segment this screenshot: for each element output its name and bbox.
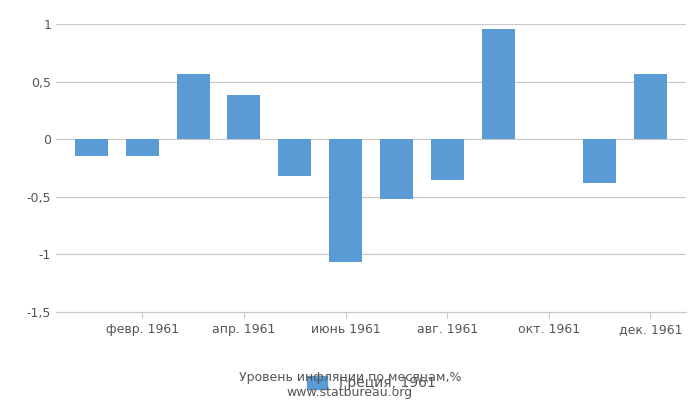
Bar [279, 139, 312, 176]
Bar [329, 139, 362, 262]
Text: Уровень инфляции по месяцам,%: Уровень инфляции по месяцам,% [239, 372, 461, 384]
Legend: Греция, 1961: Греция, 1961 [301, 371, 441, 396]
Bar [228, 96, 260, 139]
Bar [583, 139, 616, 183]
Bar [75, 139, 108, 156]
Text: www.statbureau.org: www.statbureau.org [287, 386, 413, 399]
Bar [482, 29, 514, 139]
Bar [176, 74, 210, 139]
Bar [380, 139, 413, 199]
Bar [634, 74, 667, 139]
Bar [430, 139, 463, 180]
Bar [126, 139, 159, 156]
